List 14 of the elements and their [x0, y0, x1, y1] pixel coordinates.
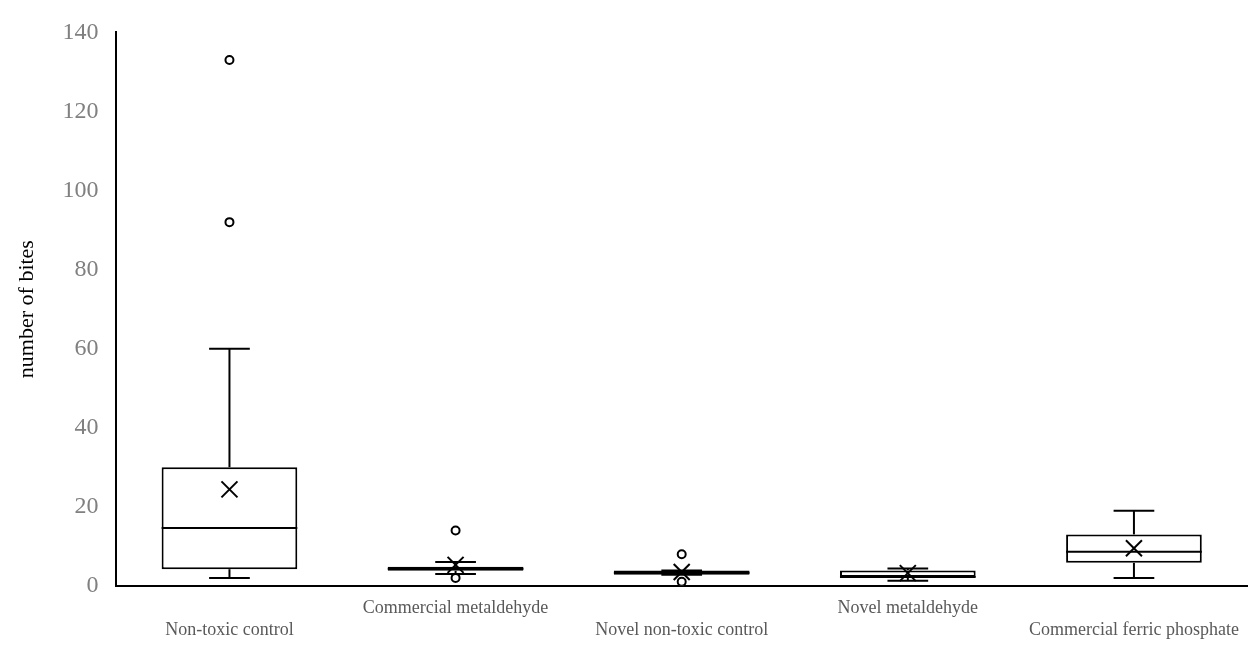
x-tick-label: Commercial metaldehyde: [362, 597, 549, 618]
x-tick-label: Novel metaldehyde: [837, 597, 979, 618]
y-tick-label: 0: [86, 571, 99, 598]
y-tick-label: 60: [74, 333, 99, 360]
x-tick-label: Non-toxic control: [165, 618, 294, 639]
y-tick-label: 100: [62, 175, 99, 202]
y-tick-label: 20: [74, 492, 99, 519]
y-axis-title: number of bites: [12, 240, 38, 379]
x-tick-label: Novel non-toxic control: [595, 618, 769, 639]
x-tick-label: Commercial ferric phosphate: [1028, 618, 1239, 639]
y-tick-label: 40: [74, 412, 99, 439]
y-tick-label: 140: [62, 17, 99, 44]
y-tick-label: 120: [62, 96, 99, 123]
y-tick-label: 80: [74, 254, 99, 281]
